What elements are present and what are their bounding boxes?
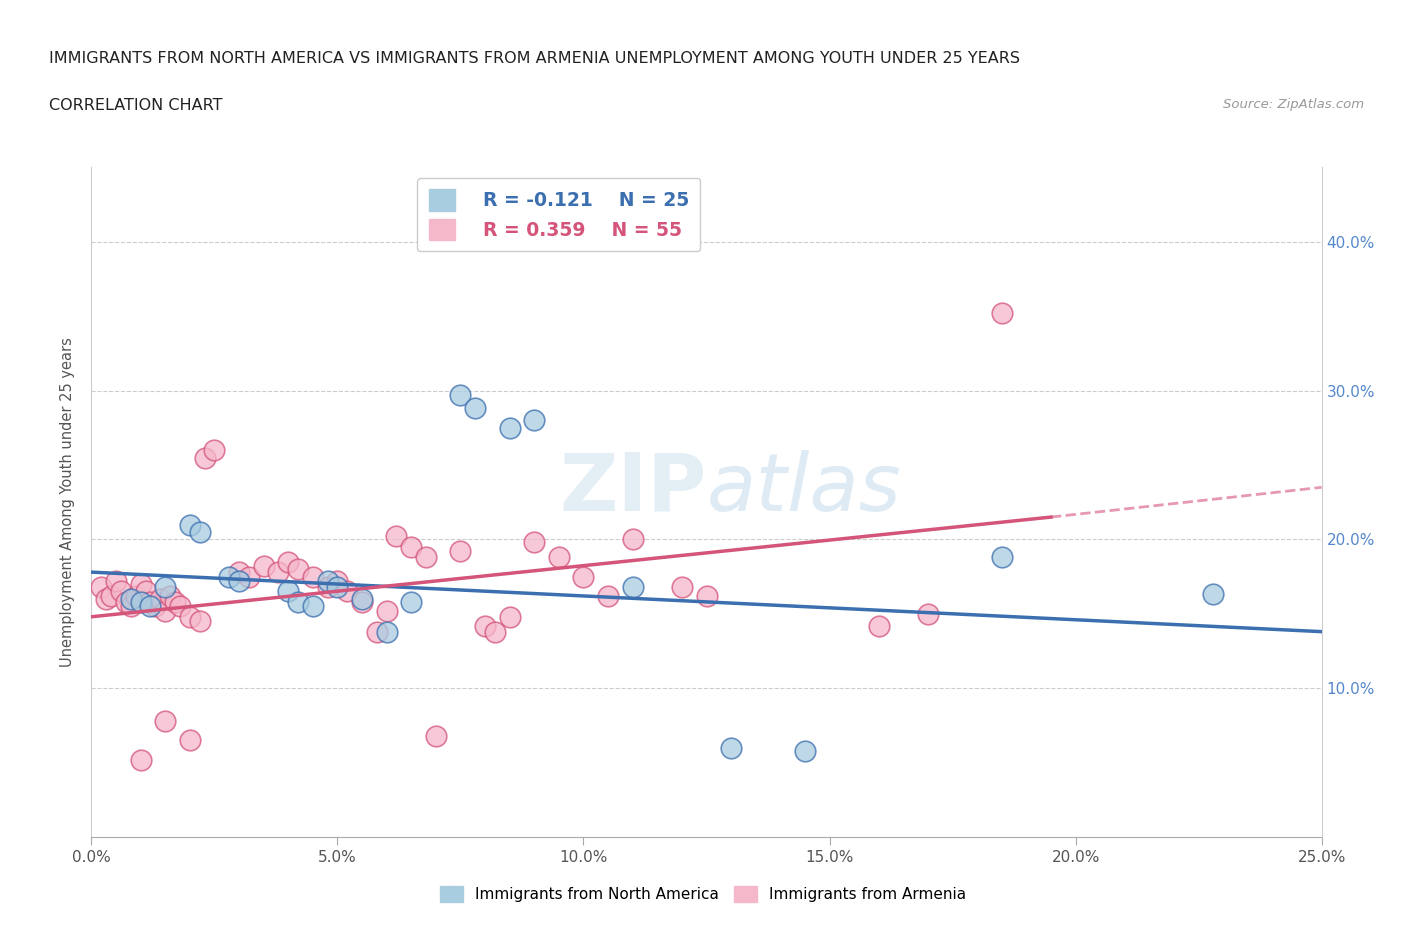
- Text: IMMIGRANTS FROM NORTH AMERICA VS IMMIGRANTS FROM ARMENIA UNEMPLOYMENT AMONG YOUT: IMMIGRANTS FROM NORTH AMERICA VS IMMIGRA…: [49, 51, 1021, 66]
- Point: [188, 614, 211, 629]
- Point: [671, 579, 693, 594]
- Point: [375, 624, 398, 639]
- Point: [153, 579, 177, 594]
- Point: [267, 565, 290, 579]
- Point: [287, 562, 309, 577]
- Point: [523, 413, 546, 428]
- Point: [326, 574, 349, 589]
- Point: [474, 618, 496, 633]
- Point: [415, 550, 437, 565]
- Point: [100, 589, 122, 604]
- Point: [523, 535, 546, 550]
- Point: [621, 532, 644, 547]
- Legend:   R = -0.121    N = 25,   R = 0.359    N = 55: R = -0.121 N = 25, R = 0.359 N = 55: [418, 179, 700, 251]
- Point: [720, 740, 742, 755]
- Point: [202, 443, 225, 458]
- Point: [547, 550, 569, 565]
- Point: [179, 609, 201, 624]
- Point: [695, 589, 717, 604]
- Point: [399, 594, 422, 609]
- Point: [375, 604, 398, 618]
- Point: [449, 544, 471, 559]
- Point: [163, 594, 186, 609]
- Point: [139, 594, 162, 609]
- Point: [316, 574, 339, 589]
- Text: atlas: atlas: [706, 450, 901, 528]
- Point: [793, 743, 815, 758]
- Point: [193, 450, 217, 465]
- Point: [385, 529, 408, 544]
- Point: [169, 599, 191, 614]
- Point: [145, 599, 166, 614]
- Point: [301, 569, 323, 584]
- Point: [105, 574, 127, 589]
- Point: [129, 594, 152, 609]
- Text: CORRELATION CHART: CORRELATION CHART: [49, 98, 222, 113]
- Point: [352, 591, 374, 606]
- Text: ZIP: ZIP: [560, 450, 706, 528]
- Point: [498, 609, 520, 624]
- Point: [218, 569, 240, 584]
- Point: [366, 624, 388, 639]
- Point: [228, 565, 250, 579]
- Point: [228, 574, 250, 589]
- Point: [316, 579, 339, 594]
- Legend: Immigrants from North America, Immigrants from Armenia: Immigrants from North America, Immigrant…: [433, 880, 973, 909]
- Point: [120, 591, 142, 606]
- Point: [990, 306, 1012, 321]
- Point: [917, 606, 939, 621]
- Point: [159, 589, 181, 604]
- Point: [596, 589, 619, 604]
- Point: [139, 599, 162, 614]
- Point: [120, 599, 142, 614]
- Text: Source: ZipAtlas.com: Source: ZipAtlas.com: [1223, 98, 1364, 111]
- Point: [129, 752, 152, 767]
- Point: [399, 539, 422, 554]
- Point: [124, 589, 146, 604]
- Point: [425, 728, 447, 743]
- Point: [336, 584, 359, 599]
- Point: [449, 388, 471, 403]
- Point: [621, 579, 644, 594]
- Point: [484, 624, 506, 639]
- Point: [179, 517, 201, 532]
- Point: [129, 577, 152, 591]
- Point: [464, 401, 486, 416]
- Point: [188, 525, 211, 539]
- Point: [153, 713, 177, 728]
- Point: [301, 599, 323, 614]
- Point: [498, 420, 520, 435]
- Point: [96, 591, 117, 606]
- Point: [572, 569, 595, 584]
- Point: [149, 591, 172, 606]
- Point: [114, 594, 138, 609]
- Point: [287, 594, 309, 609]
- Point: [253, 559, 276, 574]
- Point: [352, 594, 374, 609]
- Point: [277, 554, 299, 569]
- Point: [238, 569, 260, 584]
- Point: [868, 618, 890, 633]
- Point: [153, 604, 177, 618]
- Point: [135, 584, 156, 599]
- Point: [179, 733, 201, 748]
- Point: [110, 584, 132, 599]
- Point: [90, 579, 112, 594]
- Point: [990, 550, 1012, 565]
- Point: [277, 584, 299, 599]
- Point: [326, 579, 349, 594]
- Y-axis label: Unemployment Among Youth under 25 years: Unemployment Among Youth under 25 years: [60, 338, 76, 667]
- Point: [1202, 587, 1225, 602]
